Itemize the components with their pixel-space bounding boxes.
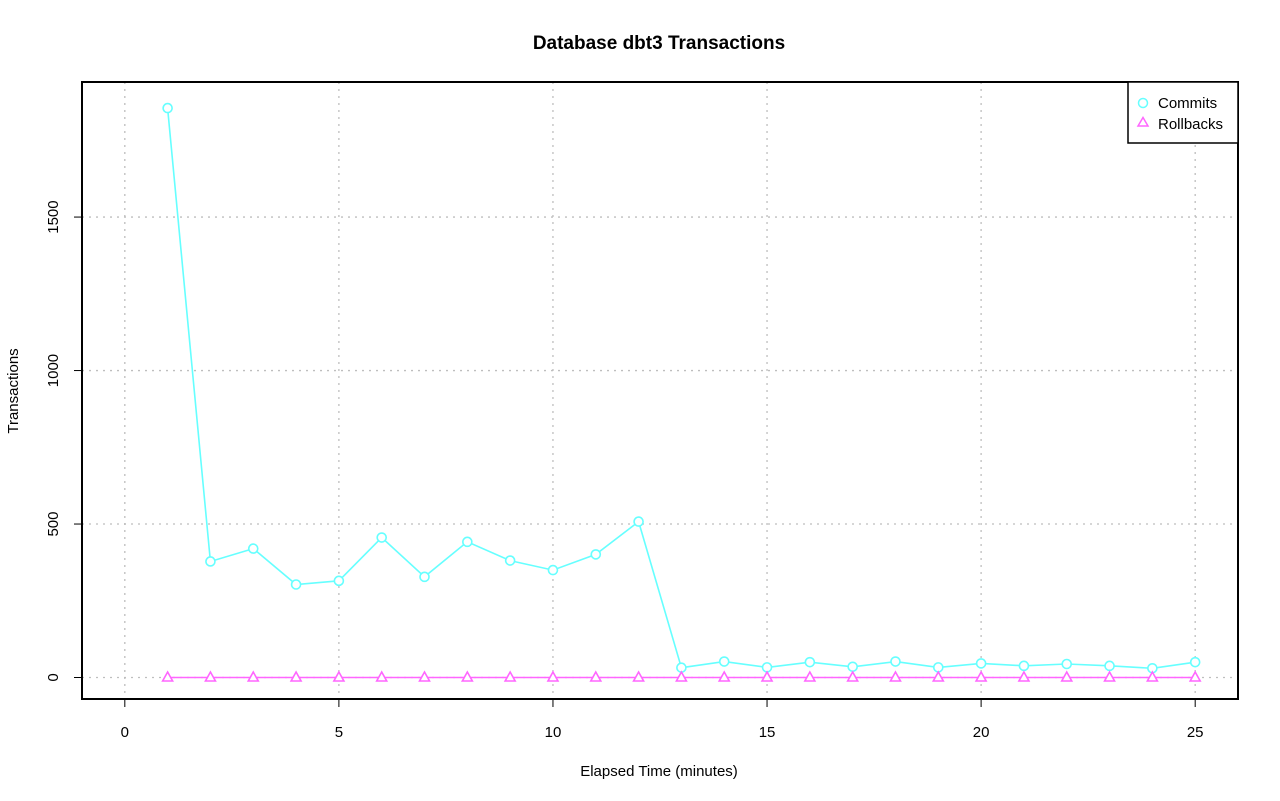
point-commits xyxy=(462,536,473,548)
point-rollbacks xyxy=(846,670,860,682)
series xyxy=(161,102,1202,682)
x-tick-label: 5 xyxy=(335,724,343,741)
point-rollbacks xyxy=(1146,670,1159,682)
point-rollbacks xyxy=(1188,670,1202,682)
chart-title: Database dbt3 Transactions xyxy=(533,33,785,54)
point-commits xyxy=(205,556,216,567)
point-commits xyxy=(975,658,987,669)
y-tick-label: 1500 xyxy=(45,200,62,233)
point-commits xyxy=(247,543,259,554)
y-axis-label: Transactions xyxy=(5,348,22,433)
x-tick-label: 20 xyxy=(973,724,990,741)
point-rollbacks xyxy=(332,670,346,682)
point-rollbacks xyxy=(289,670,303,682)
point-rollbacks xyxy=(246,670,260,682)
x-tick-label: 15 xyxy=(759,724,776,741)
grid xyxy=(82,82,1238,699)
plot-frame xyxy=(81,81,1239,700)
point-commits xyxy=(1061,658,1073,670)
x-axis-label: Elapsed Time (minutes) xyxy=(580,763,738,780)
point-commits xyxy=(1104,660,1115,672)
point-rollbacks xyxy=(375,670,389,682)
point-rollbacks xyxy=(632,670,645,682)
point-commits xyxy=(162,102,173,114)
legend-box xyxy=(1127,81,1239,144)
point-rollbacks xyxy=(460,670,474,682)
point-rollbacks xyxy=(675,670,688,682)
point-rollbacks xyxy=(803,670,817,682)
point-rollbacks xyxy=(974,670,988,682)
point-rollbacks xyxy=(1017,670,1031,682)
x-tick-label: 25 xyxy=(1187,724,1204,741)
legend-rollbacks-marker xyxy=(1136,116,1150,127)
legend: Commits Rollbacks xyxy=(1127,81,1239,144)
point-commits xyxy=(504,555,516,566)
point-commits xyxy=(419,571,430,583)
point-rollbacks xyxy=(1060,670,1074,682)
point-commits xyxy=(1189,656,1201,668)
point-commits xyxy=(590,549,602,560)
point-rollbacks xyxy=(161,670,174,682)
legend-rollbacks-label: Rollbacks xyxy=(1158,116,1223,133)
point-rollbacks xyxy=(546,670,560,682)
point-rollbacks xyxy=(931,670,945,682)
legend-commits-marker xyxy=(1137,97,1149,109)
y-tick-label: 1000 xyxy=(45,354,62,387)
point-commits xyxy=(547,564,559,576)
point-rollbacks xyxy=(1103,670,1116,682)
point-rollbacks xyxy=(589,670,603,682)
point-rollbacks xyxy=(418,670,431,682)
point-rollbacks xyxy=(760,670,774,682)
x-tick-label: 10 xyxy=(545,724,562,741)
point-commits xyxy=(718,656,730,667)
point-commits xyxy=(290,579,302,590)
point-rollbacks xyxy=(503,670,517,682)
point-rollbacks xyxy=(889,670,902,682)
y-tick-label: 500 xyxy=(45,512,62,537)
point-commits xyxy=(890,656,901,667)
axes: 0 5 10 15 20 25 0 500 1000 1500 xyxy=(45,200,1204,741)
point-commits xyxy=(847,661,858,673)
y-tick-label: 0 xyxy=(45,673,62,681)
point-rollbacks xyxy=(717,670,731,682)
point-commits xyxy=(804,656,816,668)
series-line-commits xyxy=(166,108,1196,670)
point-commits xyxy=(633,516,644,527)
legend-commits-label: Commits xyxy=(1158,95,1217,112)
point-commits xyxy=(333,575,345,587)
x-tick-label: 0 xyxy=(121,724,129,741)
point-commits xyxy=(1018,660,1030,672)
point-commits xyxy=(376,532,388,543)
point-rollbacks xyxy=(204,670,217,682)
